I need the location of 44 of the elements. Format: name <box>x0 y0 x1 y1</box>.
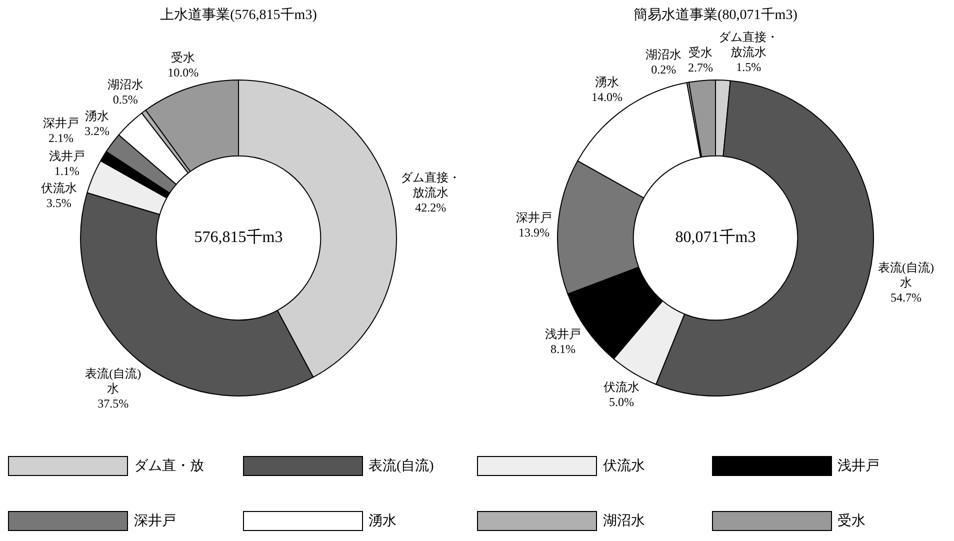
slice-label: ダム直接・放流水 <box>718 30 779 59</box>
slice-label: 伏流水 <box>40 180 77 195</box>
data-label: 3.5% <box>46 196 72 210</box>
data-label: 0.2% <box>651 62 676 76</box>
slice-label: 浅井戸 <box>48 148 85 163</box>
chart-title: 上水道事業(576,815千m3) <box>159 6 318 24</box>
chart-title: 簡易水道事業(80,071千m3) <box>632 6 798 24</box>
data-label: 1.5% <box>736 60 762 74</box>
slice-label: 表流(自流)水 <box>878 260 934 290</box>
data-label: 42.2% <box>415 200 446 215</box>
text: ダム直・放 <box>134 458 204 474</box>
slice-label: 湖沼水 <box>107 77 144 92</box>
slice-label: 浅井戸 <box>545 327 582 342</box>
text: 湧水 <box>368 512 396 530</box>
data-label: 3.2% <box>84 124 110 138</box>
slice-label: 深井戸 <box>43 116 80 130</box>
data-label: 54.7% <box>890 290 922 305</box>
data-label: 1.1% <box>54 164 80 178</box>
text: 伏流水 <box>603 457 645 474</box>
data-label: 0.5% <box>112 92 138 106</box>
data-label: 5.0% <box>608 394 634 409</box>
data-label: 13.9% <box>518 225 550 240</box>
text: 受水 <box>838 512 866 530</box>
text: 576,815千m3 <box>194 228 283 246</box>
slice-label: 湖沼水 <box>646 47 682 62</box>
text: 表流(自流) <box>368 457 434 474</box>
text: 湖沼水 <box>603 512 645 530</box>
slice-label: 伏流水 <box>603 380 640 394</box>
slice-label: 受水 <box>171 50 196 64</box>
slice-label: ダム直接・放流水 <box>400 170 461 200</box>
slice-label: 表流(自流)水 <box>85 366 142 396</box>
data-label: 2.7% <box>688 60 714 74</box>
slice-label: 湧水 <box>595 75 619 90</box>
slice-label: 深井戸 <box>516 210 552 224</box>
data-label: 2.1% <box>48 131 74 146</box>
slice-label: 受水 <box>688 45 713 60</box>
text: 浅井戸 <box>838 458 880 474</box>
data-label: 10.0% <box>168 65 199 80</box>
slice-label: 湧水 <box>84 108 109 123</box>
text: 深井戸 <box>134 512 176 530</box>
text: 80,071千m3 <box>675 228 756 246</box>
data-label: 14.0% <box>592 90 622 104</box>
data-label: 8.1% <box>550 342 576 356</box>
data-label: 37.5% <box>98 396 129 411</box>
